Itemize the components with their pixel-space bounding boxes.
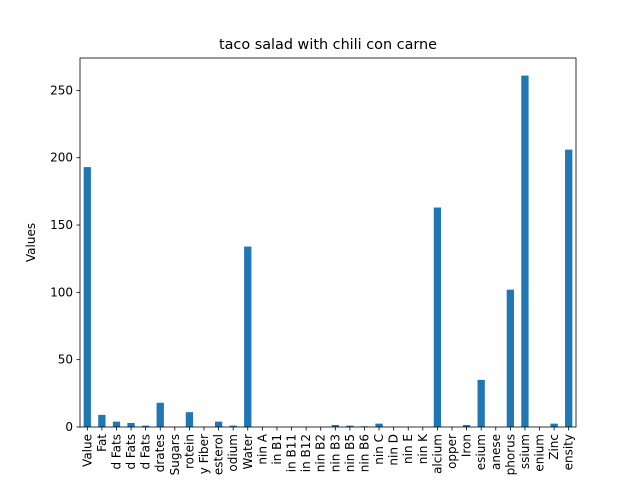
x-tick-label: d Fats — [139, 434, 153, 470]
x-tick-label: Zinc — [547, 434, 561, 460]
x-tick-label: enium — [533, 434, 547, 472]
x-tick-label: d Fats — [109, 434, 123, 470]
plot-frame — [79, 57, 577, 428]
x-tick-label: anese — [489, 434, 503, 470]
bar-11 — [229, 425, 237, 427]
bar-8 — [185, 412, 194, 427]
x-tick-label: esterol — [212, 434, 226, 475]
x-tick-label: phorus — [503, 434, 517, 475]
bar-33 — [550, 423, 558, 427]
chart-title: taco salad with chili con carne — [219, 37, 437, 53]
bar-3 — [112, 421, 121, 427]
bar-12 — [244, 246, 252, 427]
bar-27 — [462, 424, 471, 427]
bar-30 — [506, 289, 514, 427]
y-tick-label: 150 — [50, 218, 73, 232]
x-tick-label: Water — [241, 434, 255, 470]
x-tick-label: in B1 — [270, 434, 284, 465]
x-axis-ticks: Value Fat d Fats d Fats d Fats drates Sugars ro… — [80, 427, 576, 475]
bar-18 — [331, 424, 339, 427]
y-tick-label: 250 — [50, 83, 73, 97]
x-tick-label: drates — [153, 434, 167, 472]
y-tick-label: 0 — [65, 420, 73, 434]
bar-4 — [127, 422, 135, 427]
y-axis-label: Values — [24, 223, 38, 262]
x-tick-label: nin B2 — [314, 434, 328, 472]
bar-28 — [477, 379, 485, 427]
x-tick-label: ensity — [562, 434, 576, 470]
x-tick-label: Fat — [95, 434, 109, 452]
x-tick-label: rotein — [182, 434, 196, 469]
y-axis-ticks: 0 50 100 150 200 250 — [50, 83, 80, 434]
x-tick-label: in B11 — [285, 434, 299, 472]
x-tick-label: alcium — [430, 434, 444, 474]
bar-25 — [433, 207, 442, 427]
x-tick-label: y Fiber — [197, 434, 211, 474]
x-tick-label: nin K — [416, 433, 430, 464]
x-tick-label: odium — [226, 434, 240, 472]
x-tick-label: nin C — [372, 434, 386, 465]
x-tick-label: nin B5 — [343, 434, 357, 472]
x-tick-label: opper — [445, 434, 459, 469]
y-tick-label: 50 — [58, 353, 73, 367]
x-tick-label: Sugars — [168, 434, 182, 475]
x-tick-label: nin A — [255, 433, 269, 464]
x-tick-label: d Fats — [124, 434, 138, 470]
bar-31 — [521, 75, 529, 428]
bar-5 — [142, 425, 150, 427]
x-tick-label: nin B3 — [328, 434, 342, 472]
x-tick-label: Iron — [460, 434, 474, 457]
x-tick-label: Value — [80, 434, 94, 467]
x-tick-label: in B12 — [299, 434, 313, 472]
x-tick-label: nin E — [401, 434, 415, 464]
bar-1 — [83, 167, 91, 428]
bar-2 — [98, 414, 106, 427]
x-tick-label: ssium — [518, 434, 532, 469]
x-tick-label: nin B6 — [357, 434, 371, 472]
y-tick-label: 200 — [50, 151, 73, 165]
bar-34 — [565, 149, 573, 427]
bar-6 — [156, 402, 164, 427]
bar-10 — [214, 421, 223, 427]
bar-21 — [375, 423, 383, 427]
x-tick-label: nin D — [387, 434, 401, 466]
bar-19 — [346, 425, 354, 427]
bars-group — [83, 75, 573, 428]
x-tick-label: esium — [474, 434, 488, 470]
y-tick-label: 100 — [50, 285, 73, 299]
